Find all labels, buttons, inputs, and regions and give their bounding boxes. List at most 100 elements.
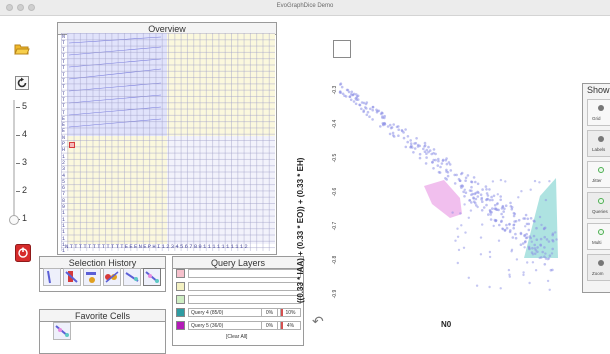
scatter-point bbox=[493, 203, 497, 207]
open-folder-button[interactable] bbox=[14, 42, 30, 61]
scatter-point bbox=[437, 157, 440, 161]
overview-selected-cell[interactable] bbox=[69, 142, 75, 148]
scatter-point bbox=[542, 227, 546, 231]
scatter-point bbox=[457, 248, 461, 252]
scatter-point bbox=[480, 209, 484, 212]
scatter-point bbox=[432, 158, 435, 162]
scatter-point bbox=[352, 100, 356, 103]
scatter-point bbox=[418, 156, 422, 160]
minimize-window-icon[interactable] bbox=[17, 4, 24, 11]
overview-row-label: N bbox=[61, 134, 65, 141]
scatter-point bbox=[355, 93, 358, 96]
rotate-axis-icon[interactable]: ↶ bbox=[312, 313, 324, 329]
scatter-point bbox=[533, 247, 537, 250]
overview-row-label: 1 bbox=[61, 222, 65, 229]
scatter-point bbox=[521, 242, 525, 245]
zoom-window-icon[interactable] bbox=[28, 4, 35, 11]
selection-history-item[interactable] bbox=[43, 268, 61, 286]
overview-row-label: P bbox=[61, 141, 65, 148]
scatter-y-tick-label: -0.4 bbox=[332, 119, 338, 128]
status-led-icon bbox=[598, 167, 604, 173]
scatter-point bbox=[414, 141, 418, 145]
stop-button[interactable] bbox=[15, 244, 31, 267]
selection-history-title: Selection History bbox=[40, 257, 165, 269]
close-window-icon[interactable] bbox=[6, 4, 13, 11]
query-layer-color-swatch[interactable] bbox=[176, 321, 185, 330]
scatter-point bbox=[389, 126, 393, 130]
scatter-point bbox=[428, 149, 432, 152]
scatter-point bbox=[527, 228, 531, 232]
show-toggle-zoom[interactable]: Zoom bbox=[587, 254, 610, 281]
selection-history-item[interactable] bbox=[63, 268, 81, 286]
query-layer-row[interactable] bbox=[176, 295, 301, 305]
refresh-button[interactable] bbox=[15, 76, 29, 95]
scatter-point bbox=[488, 255, 492, 259]
scatter-point bbox=[470, 193, 473, 197]
scatter-point bbox=[496, 193, 499, 196]
depth-slider-track[interactable] bbox=[13, 100, 15, 222]
overview-row-label: 6 bbox=[61, 185, 65, 192]
scatter-point bbox=[491, 207, 494, 210]
scatter-point bbox=[496, 202, 499, 205]
scatter-point bbox=[434, 152, 437, 156]
depth-slider-knob[interactable] bbox=[9, 215, 19, 225]
scatter-plot[interactable]: 0.10.1500.20.250.3000.350.4-0.9-0.8-0.7-… bbox=[332, 80, 564, 312]
scatter-point bbox=[535, 238, 539, 241]
scatter-point bbox=[500, 220, 503, 223]
overview-row-label: 1 bbox=[61, 216, 65, 223]
scatter-point bbox=[525, 222, 529, 226]
scatter-point bbox=[456, 235, 460, 238]
selection-history-item[interactable] bbox=[103, 268, 121, 286]
scatter-thumbnail[interactable] bbox=[333, 40, 351, 58]
scatter-point bbox=[339, 83, 342, 86]
overview-grid[interactable] bbox=[61, 33, 275, 251]
scatter-point bbox=[425, 148, 429, 152]
show-toggle-grid[interactable]: Grid bbox=[587, 99, 610, 126]
scatter-point bbox=[499, 195, 502, 198]
query-layer-row[interactable]: Query 4 (85/0) 0% 10% bbox=[176, 308, 301, 318]
overview-row-label: E bbox=[61, 128, 65, 135]
scatter-point bbox=[479, 193, 483, 196]
query-layer-color-swatch[interactable] bbox=[176, 295, 185, 304]
clear-all-button[interactable]: [Clear All] bbox=[226, 334, 248, 340]
scatter-point bbox=[476, 190, 479, 194]
scatter-point bbox=[533, 252, 537, 255]
scatter-point bbox=[404, 145, 408, 149]
query-layer-row[interactable]: Query 5 (36/0) 0% 4% bbox=[176, 321, 301, 331]
selection-history-item[interactable] bbox=[123, 268, 141, 286]
query-layer-row[interactable] bbox=[176, 282, 301, 292]
scatter-point bbox=[341, 92, 345, 96]
scatter-point bbox=[551, 238, 554, 242]
scatter-point bbox=[475, 204, 478, 207]
selection-history-item[interactable] bbox=[83, 268, 101, 286]
favorite-cell-item[interactable] bbox=[53, 322, 71, 340]
show-toggle-queries[interactable]: Queries bbox=[587, 192, 610, 219]
scatter-point bbox=[488, 285, 491, 289]
overview-row-label: T bbox=[61, 96, 65, 103]
query-layer-row[interactable] bbox=[176, 269, 301, 279]
scatter-point bbox=[470, 185, 473, 189]
scatter-y-tick-label: -0.5 bbox=[332, 153, 338, 162]
show-toggle-labels[interactable]: Labels bbox=[587, 130, 610, 157]
scatter-point bbox=[423, 150, 427, 153]
scatter-point bbox=[364, 102, 368, 106]
status-led-icon bbox=[598, 105, 604, 111]
scatter-point bbox=[504, 204, 508, 207]
overview-row-label: T bbox=[61, 65, 65, 72]
query-layer-color-swatch[interactable] bbox=[176, 308, 185, 317]
scatter-point bbox=[427, 145, 430, 149]
selection-history-item-current[interactable] bbox=[143, 268, 161, 286]
overview-block-bottom-right bbox=[167, 136, 275, 244]
scatter-point bbox=[356, 94, 360, 98]
scatter-point bbox=[371, 118, 374, 121]
scatter-point bbox=[345, 88, 349, 92]
history-thumbnail-icon bbox=[65, 271, 78, 283]
query-layer-color-swatch[interactable] bbox=[176, 269, 185, 278]
show-toggle-multi[interactable]: Multi bbox=[587, 223, 610, 250]
scatter-point bbox=[544, 198, 548, 202]
show-toggle-jitter[interactable]: Jitter bbox=[587, 161, 610, 188]
query-layer-color-swatch[interactable] bbox=[176, 282, 185, 291]
scatter-point bbox=[524, 213, 528, 217]
scatter-point bbox=[463, 195, 466, 198]
scatter-point bbox=[534, 269, 538, 272]
